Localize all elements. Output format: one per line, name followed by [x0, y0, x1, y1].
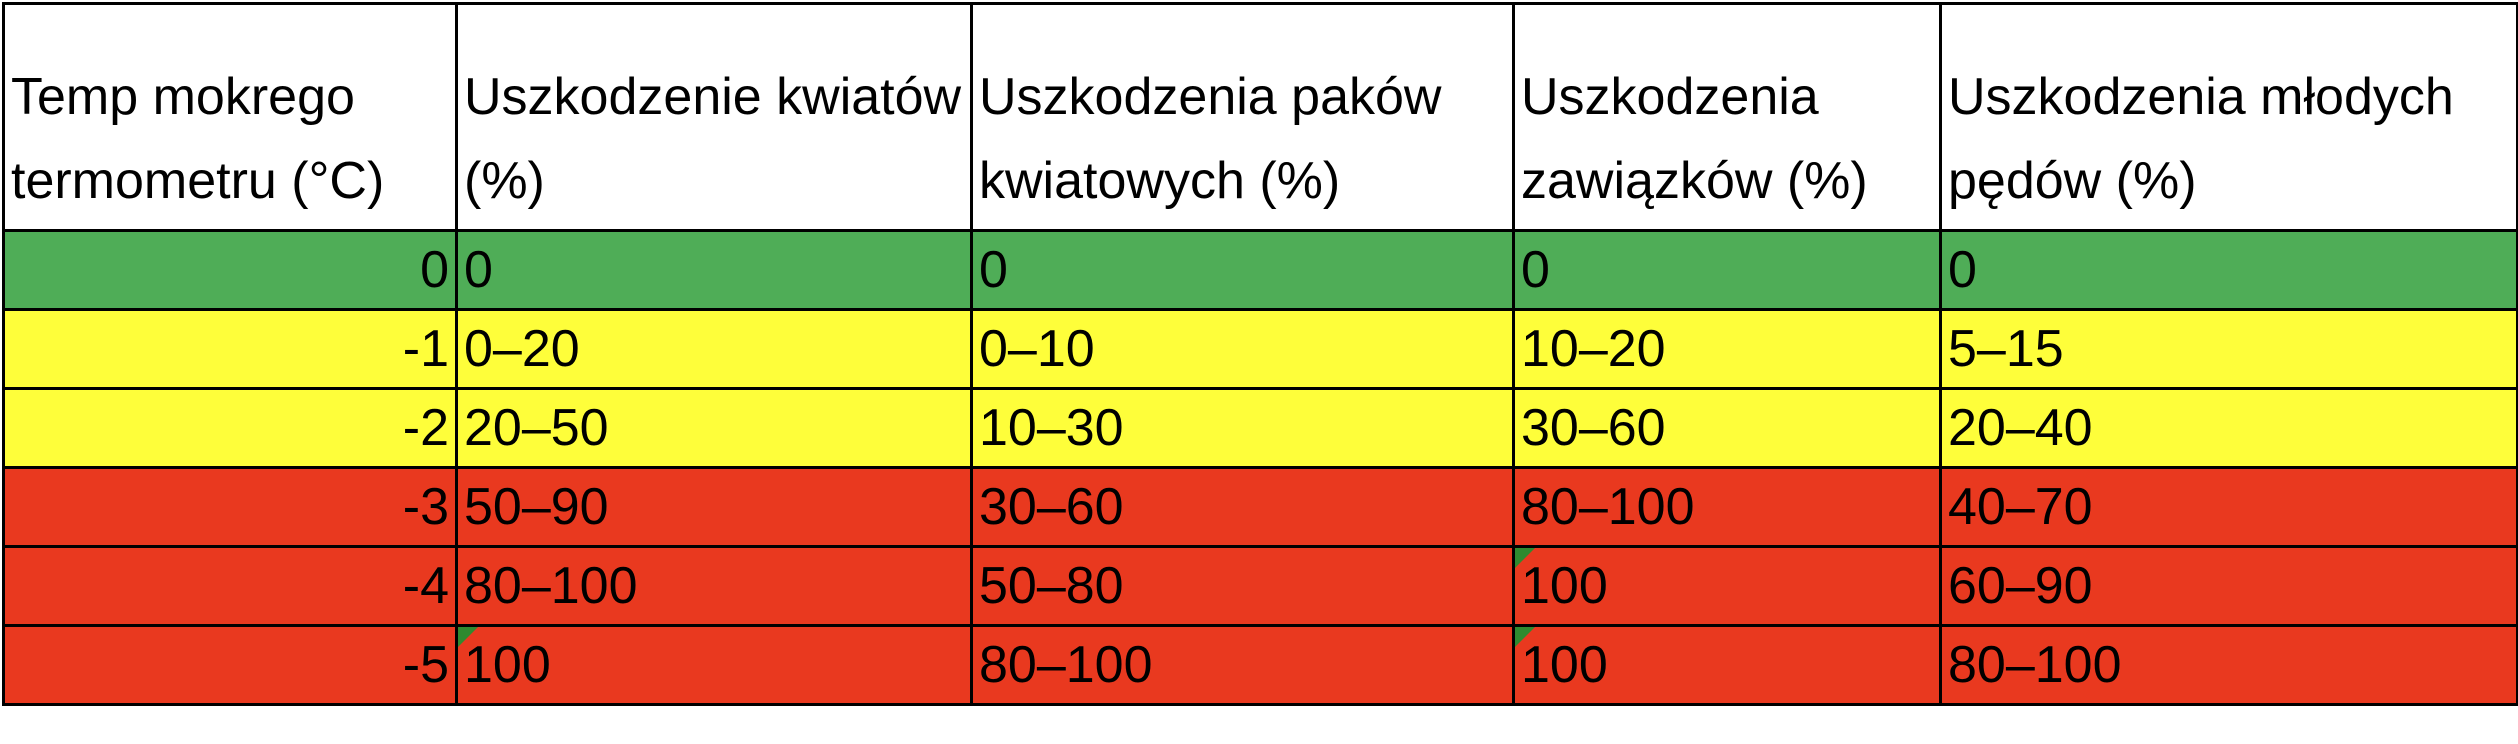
damage-cell: 80–100 — [970, 624, 1515, 706]
damage-cell: 30–60 — [1512, 387, 1942, 469]
damage-cell: 100 — [1512, 545, 1942, 627]
header-row: Temp mokrego termometru (°C) Uszkodzenie … — [2, 2, 2518, 232]
header-cell: Uszkodzenia zawiązków (%) — [1512, 2, 1942, 232]
damage-cell: 0 — [455, 229, 973, 311]
damage-cell: 0 — [1512, 229, 1942, 311]
table-row: -4 80–100 50–80 100 60–90 — [2, 545, 2518, 627]
temp-cell: -5 — [2, 624, 458, 706]
damage-cell: 60–90 — [1939, 545, 2518, 627]
damage-cell: 30–60 — [970, 466, 1515, 548]
header-cell: Temp mokrego termometru (°C) — [2, 2, 458, 232]
damage-cell: 0–10 — [970, 308, 1515, 390]
damage-cell: 10–30 — [970, 387, 1515, 469]
damage-cell: 80–100 — [455, 545, 973, 627]
temp-cell: 0 — [2, 229, 458, 311]
temp-cell: -3 — [2, 466, 458, 548]
damage-table: Temp mokrego termometru (°C) Uszkodzenie … — [2, 2, 2518, 706]
damage-cell: 0–20 — [455, 308, 973, 390]
damage-cell: 40–70 — [1939, 466, 2518, 548]
damage-cell: 20–40 — [1939, 387, 2518, 469]
temp-cell: -4 — [2, 545, 458, 627]
damage-cell: 80–100 — [1512, 466, 1942, 548]
table-row: -3 50–90 30–60 80–100 40–70 — [2, 466, 2518, 548]
header-cell: Uszkodzenia młodych pędów (%) — [1939, 2, 2518, 232]
damage-cell: 80–100 — [1939, 624, 2518, 706]
temp-cell: -1 — [2, 308, 458, 390]
damage-cell: 0 — [970, 229, 1515, 311]
temp-cell: -2 — [2, 387, 458, 469]
header-cell: Uszkodzenie kwiatów (%) — [455, 2, 973, 232]
table-row: -1 0–20 0–10 10–20 5–15 — [2, 308, 2518, 390]
damage-cell: 50–90 — [455, 466, 973, 548]
damage-cell: 5–15 — [1939, 308, 2518, 390]
header-cell: Uszkodzenia paków kwiatowych (%) — [970, 2, 1515, 232]
damage-cell: 20–50 — [455, 387, 973, 469]
damage-cell: 50–80 — [970, 545, 1515, 627]
damage-cell: 0 — [1939, 229, 2518, 311]
damage-cell: 10–20 — [1512, 308, 1942, 390]
damage-cell: 100 — [1512, 624, 1942, 706]
damage-cell: 100 — [455, 624, 973, 706]
table-row: -2 20–50 10–30 30–60 20–40 — [2, 387, 2518, 469]
table-row: -5 100 80–100 100 80–100 — [2, 624, 2518, 706]
